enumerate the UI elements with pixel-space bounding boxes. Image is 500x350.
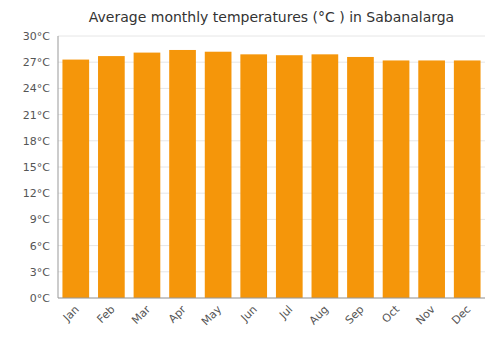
x-tick-label: May bbox=[199, 303, 225, 329]
bar bbox=[205, 52, 232, 298]
bar bbox=[134, 53, 161, 298]
chart-container: 0°C 3°C 6°C 9°C 12°C 15°C 18°C 21°C 24°C 27°C 30°C… bbox=[0, 0, 500, 350]
grid-line bbox=[58, 36, 485, 37]
y-tick-label: 27°C bbox=[23, 56, 50, 69]
bar bbox=[418, 60, 445, 298]
y-tick-label: 0°C bbox=[30, 292, 50, 305]
x-tick-label: Oct bbox=[380, 302, 403, 325]
y-tick-label: 18°C bbox=[23, 135, 50, 148]
x-tick-label: Jun bbox=[238, 303, 260, 325]
y-axis bbox=[58, 36, 59, 298]
y-tick-label: 21°C bbox=[23, 109, 50, 122]
bars bbox=[62, 50, 480, 298]
y-tick-label: 30°C bbox=[23, 30, 50, 43]
y-tick-label: 3°C bbox=[30, 266, 50, 279]
y-tick-label: 6°C bbox=[30, 240, 50, 253]
bar bbox=[347, 57, 374, 298]
y-tick-label: 15°C bbox=[23, 161, 50, 174]
bar bbox=[383, 60, 410, 298]
y-tick-label: 9°C bbox=[30, 213, 50, 226]
x-axis bbox=[58, 298, 485, 299]
y-tick-label: 24°C bbox=[23, 82, 50, 95]
x-tick-label: Apr bbox=[166, 303, 189, 326]
x-tick-label: Mar bbox=[129, 303, 153, 327]
x-tick-label: Feb bbox=[95, 303, 118, 326]
x-tick-label: Dec bbox=[449, 303, 473, 327]
x-tick-label: Sep bbox=[343, 303, 367, 327]
y-tick-label: 12°C bbox=[23, 187, 50, 200]
bar bbox=[276, 55, 303, 298]
x-tick-label: Aug bbox=[307, 303, 331, 327]
grid bbox=[58, 36, 485, 298]
x-tick-label: Jan bbox=[60, 303, 82, 325]
bar bbox=[312, 54, 339, 298]
bar bbox=[169, 50, 196, 298]
bar bbox=[454, 60, 481, 298]
grid-line bbox=[58, 298, 485, 299]
title: Average monthly temperatures (°C ) in Sa… bbox=[89, 9, 454, 25]
bar bbox=[62, 60, 89, 298]
bar bbox=[240, 54, 267, 298]
chart: 0°C 3°C 6°C 9°C 12°C 15°C 18°C 21°C 24°C 27°C 30°C… bbox=[0, 0, 500, 350]
x-tick-label: Jul bbox=[276, 303, 295, 322]
x-tick-label: Nov bbox=[413, 303, 438, 328]
bar bbox=[98, 56, 125, 298]
